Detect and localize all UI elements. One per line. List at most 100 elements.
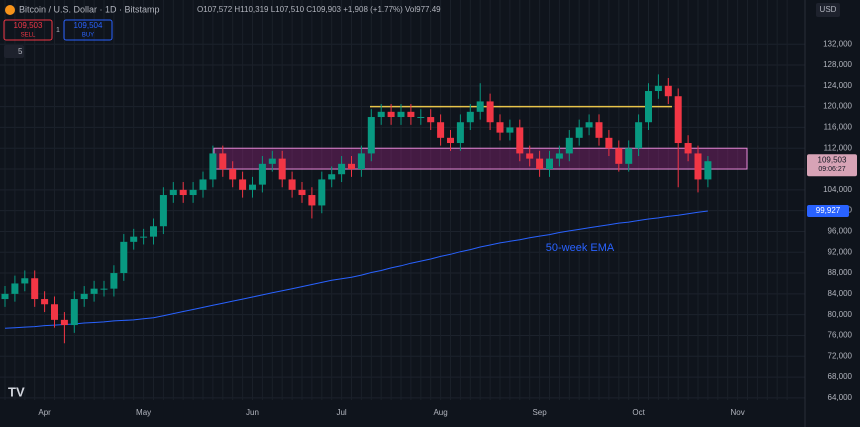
plot: 50-week EMA [1,74,748,344]
candle-body [159,195,167,227]
candle-body [100,288,108,290]
candle-body [328,174,336,180]
ema-tag [807,205,849,218]
candle-body [437,122,445,138]
ema-tag-label: 99,927 [816,206,841,215]
candle-body [348,163,355,170]
candle-body [476,101,484,112]
sell-label: SELL [21,33,36,39]
candle-body [417,117,425,119]
sell-button[interactable] [3,19,53,41]
candle-body [258,163,266,185]
candle-body [704,161,712,180]
buy-price: 109,504 [74,21,103,30]
candle-body [357,153,365,170]
x-tick-label: Sep [532,408,547,417]
candle-body [199,179,207,190]
symbol: Bitcoin / U.S. Dollar · 1D · Bitstamp [19,4,160,14]
candle-body [150,226,157,237]
candle-body [140,236,148,238]
candle-body [625,148,633,164]
candle-body [684,143,692,154]
ohlc: O107,572 H110,319 L107,510 C109,903 +1,9… [197,5,441,14]
y-tick-label: 104,000 [823,185,852,194]
candle-body [595,122,603,138]
candle-body [407,111,415,118]
candle-body [169,189,177,196]
y-tick-label: 116,000 [824,123,853,132]
candle-body [239,179,247,190]
indicator-count: 5 [18,47,23,56]
y-tick-label: 120,000 [823,102,852,111]
candle-body [536,158,544,170]
y-tick-label: 88,000 [828,268,853,277]
candle-body [60,319,68,326]
currency-box[interactable] [816,3,840,17]
candle-body [694,153,702,180]
price-tag-label: 109,503 [818,155,847,164]
candle-body [516,127,524,154]
buy-button[interactable] [63,19,113,41]
y-tick-label: 96,000 [828,227,853,236]
candle-body [506,127,514,133]
candle-body [575,127,583,138]
candle-body [447,137,454,144]
candle-body [189,189,197,196]
candle-body [338,163,346,175]
y-tick-label: 92,000 [828,247,853,256]
price-tag [807,154,857,177]
candle-body [51,304,58,320]
candle-body [456,122,464,144]
y-tick-label: 128,000 [823,60,852,69]
candle-body [397,111,405,118]
candle-body [31,278,39,300]
y-tick-label: 84,000 [828,289,853,298]
y-tick-label: 72,000 [828,351,853,360]
candle-body [229,169,237,180]
candle-body [209,153,217,180]
x-tick-label: Jul [336,408,346,417]
ema-line [4,210,708,329]
candle-body [466,111,474,123]
candle-body [179,189,187,196]
indicator-toggle[interactable] [4,45,24,58]
candle-body [377,111,385,118]
candle-body [249,184,256,190]
candle-body [11,283,19,294]
candle-body [21,278,29,284]
zone [213,147,748,170]
y-tick-label: 124,000 [823,81,852,90]
x-tick-label: Jun [246,408,259,417]
candle-body [635,122,643,149]
candle-body [318,179,326,206]
candle-body [268,158,276,164]
candle-body [427,117,435,123]
candle-body [664,85,672,97]
y-tick-label: 64,000 [828,393,853,402]
candle-body [605,137,613,149]
candle-body [367,117,375,154]
y-tick-label: 68,000 [828,372,853,381]
logo: TV [8,384,25,399]
candle-body [41,299,49,305]
candle-body [278,158,286,180]
candle-body [645,91,652,123]
candle-body [110,273,118,289]
candle-body [219,153,227,170]
x-tick-label: Aug [433,408,447,417]
candle-body [120,241,128,274]
x-tick-label: May [136,408,151,417]
candle-body [496,122,504,133]
sell-price: 109,503 [14,21,43,30]
candle-body [70,299,78,326]
candle-body [674,96,682,144]
y-tick-label: 80,000 [828,310,853,319]
candle-body [555,153,563,159]
y-tick-label: 112,000 [824,143,853,152]
currency: USD [820,5,837,14]
countdown: 09:06:27 [818,166,845,173]
candle-body [288,179,296,190]
ema-annotation: 50-week EMA [546,242,615,254]
